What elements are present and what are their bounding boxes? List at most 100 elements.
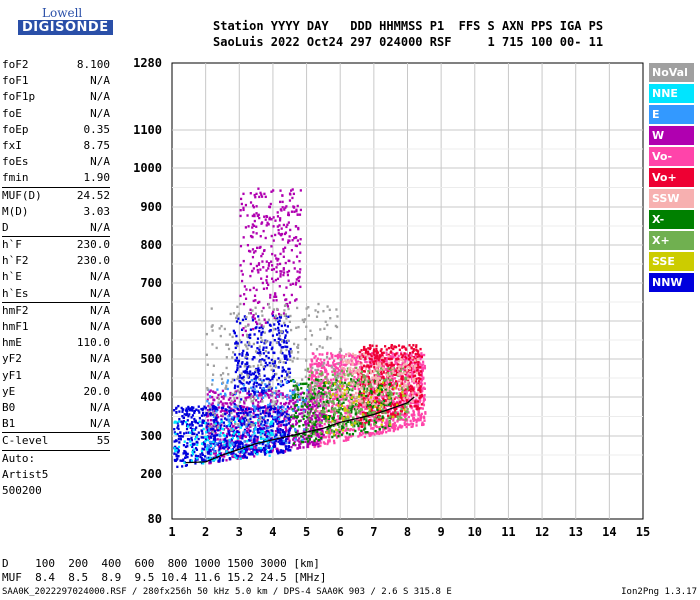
echo-point bbox=[208, 390, 211, 393]
echo-point bbox=[203, 414, 206, 417]
param-row: 500200 bbox=[2, 483, 110, 499]
echo-point bbox=[268, 405, 272, 408]
echo-point bbox=[378, 379, 382, 382]
echo-point bbox=[400, 394, 403, 397]
echo-point bbox=[246, 371, 249, 374]
echo-point bbox=[260, 340, 263, 344]
echo-point bbox=[365, 419, 368, 422]
echo-point bbox=[351, 363, 354, 366]
echo-point bbox=[332, 378, 335, 381]
echo-point bbox=[209, 456, 212, 459]
echo-point bbox=[345, 431, 349, 435]
echo-point bbox=[257, 407, 261, 410]
echo-point bbox=[251, 248, 255, 251]
echo-point bbox=[286, 397, 289, 401]
echo-point bbox=[359, 383, 362, 387]
echo-point bbox=[239, 214, 242, 218]
echo-point bbox=[319, 358, 322, 361]
echo-point bbox=[382, 428, 385, 431]
echo-point bbox=[179, 435, 182, 438]
echo-point bbox=[245, 425, 248, 428]
echo-point bbox=[183, 432, 186, 435]
echo-point bbox=[228, 411, 232, 414]
echo-point bbox=[304, 420, 308, 423]
echo-point bbox=[419, 366, 422, 369]
echo-point bbox=[253, 381, 256, 384]
echo-point bbox=[404, 376, 407, 380]
echo-point bbox=[378, 427, 381, 431]
echo-point bbox=[248, 411, 251, 414]
echo-point bbox=[202, 436, 205, 439]
echo-point bbox=[301, 398, 304, 402]
echo-point bbox=[404, 364, 407, 368]
echo-point bbox=[416, 363, 420, 367]
echo-point bbox=[418, 407, 421, 410]
echo-point bbox=[403, 380, 406, 383]
echo-point bbox=[330, 400, 333, 403]
echo-point bbox=[381, 364, 384, 367]
echo-point bbox=[368, 400, 371, 404]
echo-point bbox=[212, 434, 215, 438]
echo-point bbox=[279, 409, 283, 413]
echo-point bbox=[250, 386, 253, 390]
echo-point bbox=[277, 425, 280, 428]
echo-point bbox=[275, 299, 278, 302]
echo-point bbox=[193, 432, 196, 435]
echo-point bbox=[310, 400, 313, 403]
echo-point bbox=[338, 430, 341, 434]
echo-point bbox=[373, 353, 376, 357]
echo-point bbox=[367, 376, 370, 379]
echo-point bbox=[313, 391, 316, 394]
echo-point bbox=[382, 371, 385, 374]
echo-point bbox=[193, 411, 196, 415]
echo-point bbox=[410, 406, 413, 410]
echo-point bbox=[315, 398, 318, 402]
echo-point bbox=[333, 369, 336, 373]
echo-point bbox=[222, 440, 225, 444]
echo-point bbox=[341, 432, 345, 435]
echo-point bbox=[251, 226, 254, 229]
echo-point bbox=[173, 440, 176, 443]
echo-point bbox=[278, 331, 281, 335]
echo-point bbox=[259, 408, 262, 412]
echo-point bbox=[419, 385, 422, 388]
echo-point bbox=[296, 239, 299, 242]
echo-point bbox=[299, 268, 302, 271]
echo-point bbox=[288, 235, 291, 238]
echo-point bbox=[315, 402, 319, 405]
param-row: D N/A bbox=[2, 220, 110, 236]
echo-point bbox=[177, 454, 180, 458]
echo-point bbox=[195, 426, 198, 429]
echo-point bbox=[381, 390, 384, 393]
echo-point bbox=[362, 364, 366, 367]
echo-point bbox=[231, 455, 234, 458]
param-row: h`E N/A bbox=[2, 269, 110, 285]
echo-point bbox=[207, 446, 211, 449]
echo-point bbox=[317, 365, 320, 368]
echo-point bbox=[252, 224, 256, 228]
echo-point bbox=[344, 354, 348, 358]
echo-point bbox=[269, 449, 272, 452]
echo-point bbox=[305, 428, 308, 432]
echo-point bbox=[263, 406, 266, 409]
echo-point bbox=[239, 455, 242, 458]
echo-point bbox=[316, 422, 320, 425]
echo-point bbox=[258, 348, 261, 351]
echo-point bbox=[412, 419, 415, 422]
echo-point bbox=[378, 414, 381, 418]
echo-point bbox=[279, 273, 282, 276]
echo-point bbox=[311, 414, 314, 418]
echo-point bbox=[276, 411, 280, 414]
echo-point bbox=[415, 357, 418, 361]
echo-point bbox=[201, 453, 204, 457]
param-value: 55 bbox=[96, 434, 110, 448]
echo-point bbox=[265, 215, 269, 218]
echo-point bbox=[335, 436, 339, 439]
echo-point bbox=[279, 275, 282, 278]
echo-point bbox=[223, 424, 226, 427]
echo-point bbox=[277, 417, 281, 421]
echo-point bbox=[410, 347, 413, 350]
echo-point bbox=[398, 348, 401, 352]
echo-point bbox=[333, 364, 336, 368]
echo-point bbox=[418, 398, 421, 401]
